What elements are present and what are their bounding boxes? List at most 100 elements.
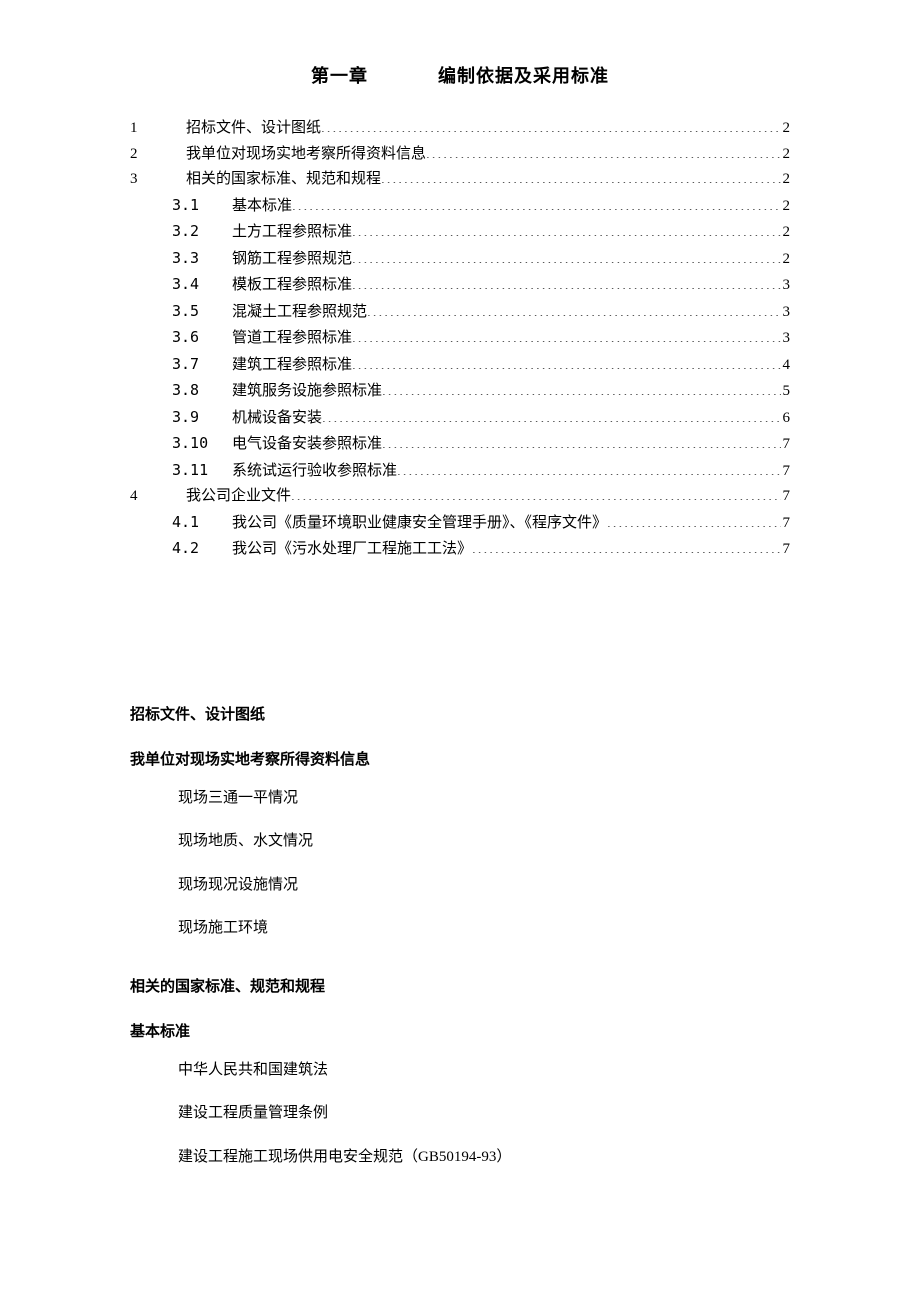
toc-entry: 3.7建筑工程参照标准 4 <box>130 352 790 379</box>
toc-entry: 3.4模板工程参照标准 3 <box>130 272 790 299</box>
toc-text: 模板工程参照标准 <box>232 273 352 299</box>
toc-text: 建筑服务设施参照标准 <box>232 379 382 405</box>
toc-text: 相关的国家标准、规范和规程 <box>186 167 381 193</box>
toc-page-number: 2 <box>781 194 791 220</box>
toc-text: 管道工程参照标准 <box>232 326 352 352</box>
toc-page-number: 5 <box>781 379 791 405</box>
toc-leader-dots <box>367 301 780 316</box>
toc-entry: 3.3钢筋工程参照规范 2 <box>130 246 790 273</box>
item-list: 中华人民共和国建筑法建设工程质量管理条例建设工程施工现场供用电安全规范（GB50… <box>130 1049 790 1180</box>
toc-leader-dots <box>352 327 780 342</box>
toc-text: 系统试运行验收参照标准 <box>232 459 397 485</box>
toc-leader-dots <box>292 195 780 210</box>
toc-leader-dots <box>397 460 780 475</box>
toc-entry: 4.2我公司《污水处理厂工程施工工法》 7 <box>130 536 790 563</box>
toc-leader-dots <box>291 485 780 500</box>
table-of-contents: 1招标文件、设计图纸22我单位对现场实地考察所得资料信息23相关的国家标准、规范… <box>130 116 790 563</box>
toc-text: 我单位对现场实地考察所得资料信息 <box>186 142 426 168</box>
toc-page-number: 3 <box>781 326 791 352</box>
toc-entry: 2我单位对现场实地考察所得资料信息2 <box>130 142 790 168</box>
toc-number: 3.7 <box>172 352 232 378</box>
toc-number: 3.1 <box>172 193 232 219</box>
toc-entry: 3.8建筑服务设施参照标准 5 <box>130 378 790 405</box>
toc-number: 3.3 <box>172 246 232 272</box>
list-item: 建设工程施工现场供用电安全规范（GB50194-93） <box>178 1136 790 1180</box>
toc-leader-dots <box>607 512 780 527</box>
toc-number: 4.2 <box>172 536 232 562</box>
toc-leader-dots <box>382 380 780 395</box>
toc-entry: 3相关的国家标准、规范和规程 2 <box>130 167 790 193</box>
toc-page-number: 2 <box>781 116 791 142</box>
toc-number: 4 <box>130 484 186 510</box>
toc-text: 机械设备安装 <box>232 406 322 432</box>
section-heading: 相关的国家标准、规范和规程 <box>130 975 790 996</box>
toc-entry: 3.2土方工程参照标准 2 <box>130 219 790 246</box>
toc-number: 3.2 <box>172 219 232 245</box>
toc-leader-dots <box>382 433 780 448</box>
toc-page-number: 3 <box>781 300 791 326</box>
toc-page-number: 7 <box>781 432 791 458</box>
toc-text: 基本标准 <box>232 194 292 220</box>
body-content: 招标文件、设计图纸 我单位对现场实地考察所得资料信息 现场三通一平情况现场地质、… <box>130 703 790 1180</box>
toc-number: 3.5 <box>172 299 232 325</box>
toc-number: 1 <box>130 116 186 142</box>
toc-leader-dots <box>381 168 780 183</box>
chapter-prefix: 第一章 <box>311 62 368 88</box>
document-page: 第一章编制依据及采用标准 1招标文件、设计图纸22我单位对现场实地考察所得资料信… <box>0 0 920 1302</box>
toc-page-number: 6 <box>781 406 791 432</box>
toc-number: 2 <box>130 142 186 168</box>
toc-page-number: 4 <box>781 353 791 379</box>
toc-entry: 4我公司企业文件 7 <box>130 484 790 510</box>
toc-number: 3.10 <box>172 431 232 457</box>
toc-text: 混凝土工程参照规范 <box>232 300 367 326</box>
toc-page-number: 2 <box>781 247 791 273</box>
toc-number: 4.1 <box>172 510 232 536</box>
section-heading: 基本标准 <box>130 1020 790 1041</box>
toc-leader-dots <box>322 407 780 422</box>
toc-text: 我公司《污水处理厂工程施工工法》 <box>232 537 472 563</box>
toc-leader-dots <box>352 248 780 263</box>
toc-leader-dots <box>352 221 780 236</box>
list-item: 中华人民共和国建筑法 <box>178 1049 790 1093</box>
toc-page-number: 7 <box>781 484 791 510</box>
list-item: 现场现况设施情况 <box>178 864 790 908</box>
toc-leader-dots <box>472 538 780 553</box>
toc-entry: 3.9机械设备安装6 <box>130 405 790 432</box>
toc-page-number: 7 <box>781 537 791 563</box>
list-item: 现场地质、水文情况 <box>178 820 790 864</box>
chapter-title: 第一章 编制依据及采用标准 <box>130 62 790 88</box>
toc-number: 3.8 <box>172 378 232 404</box>
toc-text: 土方工程参照标准 <box>232 220 352 246</box>
chapter-name: 编制依据及采用标准 <box>438 66 609 86</box>
toc-leader-dots <box>352 354 780 369</box>
toc-page-number: 7 <box>781 459 791 485</box>
toc-text: 我公司企业文件 <box>186 484 291 510</box>
list-item: 建设工程质量管理条例 <box>178 1092 790 1136</box>
toc-text: 建筑工程参照标准 <box>232 353 352 379</box>
toc-leader-dots <box>352 274 780 289</box>
toc-leader-dots <box>426 143 780 158</box>
list-item: 现场三通一平情况 <box>178 777 790 821</box>
toc-text: 钢筋工程参照规范 <box>232 247 352 273</box>
toc-text: 电气设备安装参照标准 <box>232 432 382 458</box>
item-list: 现场三通一平情况现场地质、水文情况现场现况设施情况现场施工环境 <box>130 777 790 951</box>
toc-entry: 4.1我公司《质量环境职业健康安全管理手册》、《程序文件》 7 <box>130 510 790 537</box>
toc-entry: 3.10电气设备安装参照标准 7 <box>130 431 790 458</box>
toc-page-number: 2 <box>781 142 791 168</box>
toc-page-number: 3 <box>781 273 791 299</box>
toc-entry: 3.1基本标准 2 <box>130 193 790 220</box>
toc-number: 3.6 <box>172 325 232 351</box>
toc-text: 我公司《质量环境职业健康安全管理手册》、《程序文件》 <box>232 511 607 537</box>
toc-entry: 3.6管道工程参照标准 3 <box>130 325 790 352</box>
toc-leader-dots <box>321 117 780 132</box>
toc-number: 3 <box>130 167 186 193</box>
toc-entry: 3.11系统试运行验收参照标准7 <box>130 458 790 485</box>
toc-number: 3.4 <box>172 272 232 298</box>
toc-entry: 1招标文件、设计图纸2 <box>130 116 790 142</box>
toc-entry: 3.5混凝土工程参照规范 3 <box>130 299 790 326</box>
section-heading: 招标文件、设计图纸 <box>130 703 790 724</box>
toc-page-number: 2 <box>781 220 791 246</box>
section-heading: 我单位对现场实地考察所得资料信息 <box>130 748 790 769</box>
toc-page-number: 7 <box>781 511 791 537</box>
toc-page-number: 2 <box>781 167 791 193</box>
